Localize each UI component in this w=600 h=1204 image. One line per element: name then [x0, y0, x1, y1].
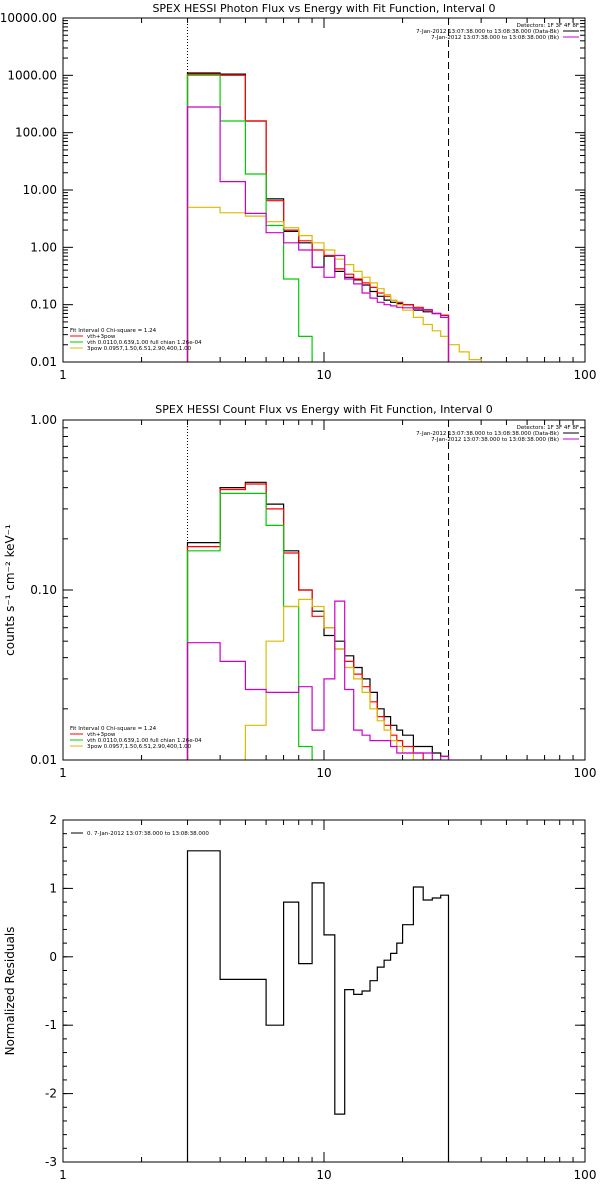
chart-title: SPEX HESSI Count Flux vs Energy with Fit… — [155, 403, 492, 416]
series-group — [186, 72, 496, 362]
photon-flux-chart: SPEX HESSI Photon Flux vs Energy with Fi… — [0, 2, 596, 382]
legend-bottom-header: Fit Interval 0 Chi-square = 1.24 — [70, 328, 157, 334]
legend-top-label: 7-Jan-2012 13:07:38.000 to 13:08:38.000 … — [431, 437, 559, 443]
y-tick-label: 1.00 — [30, 240, 57, 254]
series-line-1 — [186, 483, 433, 760]
legend-top-header: Detectors: 1F 3F 4F 8F — [517, 23, 579, 29]
series-line-0 — [186, 72, 450, 362]
count-flux-chart: SPEX HESSI Count Flux vs Energy with Fit… — [3, 403, 596, 780]
plot-frame — [62, 819, 586, 1163]
y-tick-label: 0.01 — [30, 355, 57, 369]
y-tick-label: -1 — [45, 1018, 57, 1032]
x-tick-label: 1 — [59, 368, 67, 382]
y-tick-label: -2 — [45, 1087, 57, 1101]
x-tick-label: 100 — [574, 1168, 597, 1182]
x-tick-label: 100 — [574, 368, 597, 382]
series-line-4 — [186, 600, 450, 760]
series-line-3 — [244, 598, 424, 760]
chart-title: SPEX HESSI Photon Flux vs Energy with Fi… — [152, 2, 495, 15]
series-line-2 — [186, 492, 325, 760]
y-tick-label: 0 — [49, 950, 57, 964]
plot-frame — [62, 17, 586, 363]
legend-bottom-label: vth+3pow — [87, 732, 116, 738]
legend-bottom-label: vth 0.0110,0.639,1.00 full chian 1.26e-0… — [87, 738, 202, 744]
series-line-0 — [186, 850, 450, 1162]
legend-top-label: 7-Jan-2012 13:07:38.000 to 13:08:38.000 … — [416, 431, 559, 437]
legend-bottom-label: vth 0.0110,0.639,1.00 full chian 1.26e-0… — [87, 340, 202, 346]
y-tick-label: 1.00 — [30, 413, 57, 427]
y-axis-label: Normalized Residuals — [3, 927, 17, 1056]
series-line-1 — [186, 73, 450, 362]
series-line-0 — [186, 481, 450, 760]
legend-top-label: 7-Jan-2012 13:07:38.000 to 13:08:38.000 … — [431, 35, 559, 41]
series-line-2 — [186, 74, 325, 362]
y-tick-label: -3 — [45, 1155, 57, 1169]
plot-frame — [62, 419, 586, 761]
x-tick-label: 10 — [316, 368, 331, 382]
y-tick-label: 1 — [49, 881, 57, 895]
legend-top-header: Detectors: 1F 3F 4F 8F — [517, 425, 579, 431]
x-tick-label: 10 — [316, 766, 331, 780]
legend-bottom-label: 3pow 0.0957,1.50,6.51,2.90,400,1.00 — [87, 346, 192, 352]
y-tick-label: 0.10 — [30, 583, 57, 597]
x-tick-label: 100 — [574, 766, 597, 780]
y-tick-label: 2 — [49, 813, 57, 827]
legend-label: 0. 7-Jan-2012 13:07:38.000 to 13:08:38.0… — [87, 831, 209, 837]
y-axis-label: counts s⁻¹ cm⁻² keV⁻¹ — [3, 524, 17, 656]
y-tick-label: 0.01 — [30, 753, 57, 767]
series-line-4 — [186, 106, 450, 362]
residuals-chart: Normalized Residuals 1 10 100 -3 -2 -1 0 1 2 0. 7-… — [3, 813, 596, 1182]
legend-bottom-label: 3pow 0.0957,1.50,6.51,2.90,400,1.00 — [87, 744, 192, 750]
series-group — [186, 850, 450, 1162]
series-group — [186, 481, 450, 760]
legend-bottom-label: vth+3pow — [87, 334, 116, 340]
x-tick-label: 1 — [59, 1168, 67, 1182]
legend-top-label: 7-Jan-2012 13:07:38.000 to 13:08:38.000 … — [416, 29, 559, 35]
x-tick-label: 1 — [59, 766, 67, 780]
legend-bottom-header: Fit Interval 0 Chi-square = 1.24 — [70, 726, 157, 732]
y-tick-label: 1000.00 — [7, 68, 57, 82]
y-tick-label: 100.00 — [15, 126, 57, 140]
x-tick-label: 10 — [316, 1168, 331, 1182]
y-tick-label: 10000.00 — [0, 11, 57, 25]
y-tick-label: 10.00 — [23, 183, 57, 197]
y-tick-label: 0.10 — [30, 298, 57, 312]
